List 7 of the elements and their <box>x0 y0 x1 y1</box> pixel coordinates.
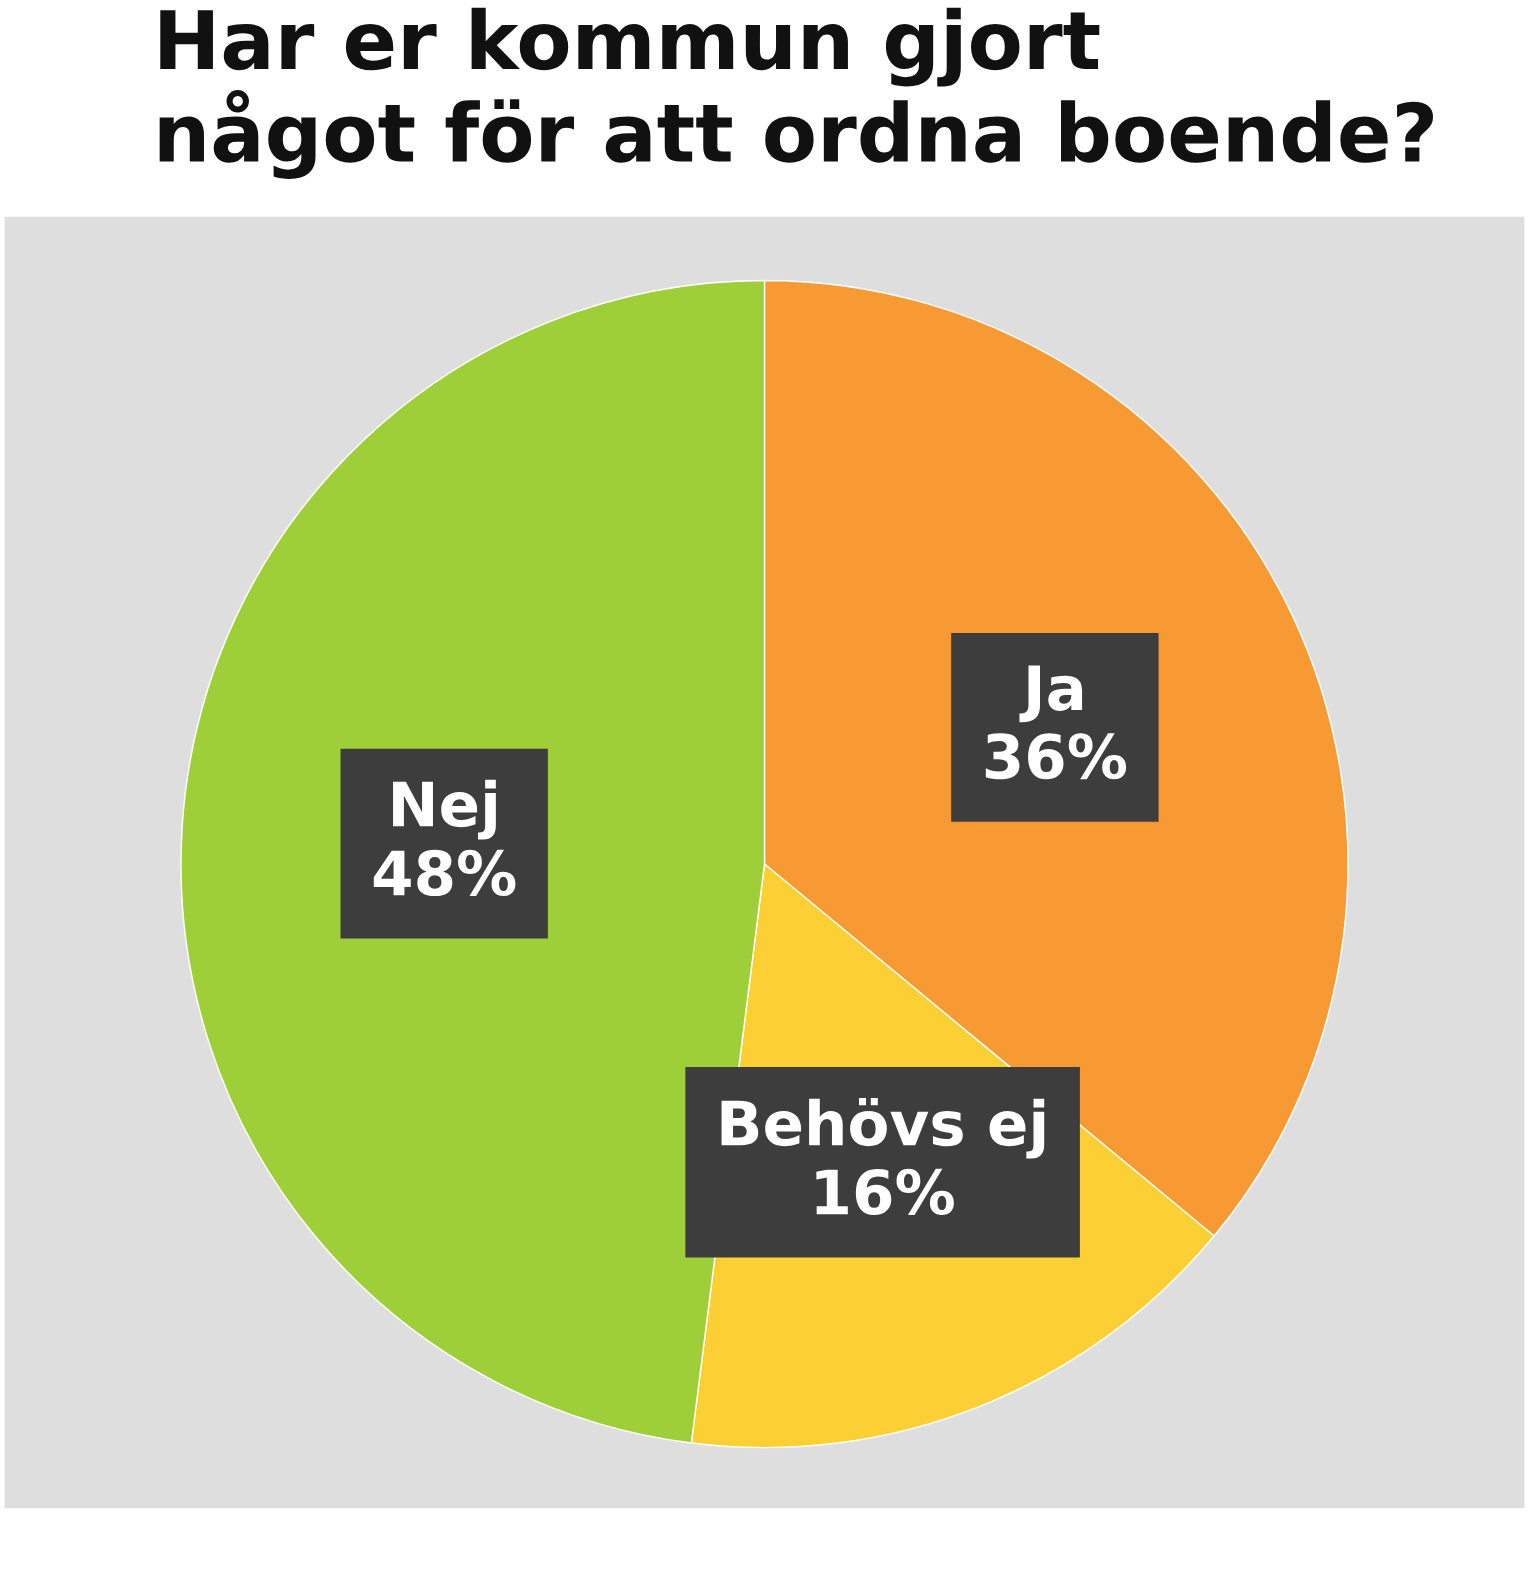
chart-title: Har er kommun gjort något för att ordna boende? <box>159 7 1434 179</box>
slice-label: Ja <box>1019 665 1083 723</box>
slice-label: Behövs ej <box>721 1097 1045 1159</box>
data-label: 36% <box>985 733 1127 780</box>
slice-label: Nej <box>393 779 496 840</box>
data-label: 48% <box>373 849 516 897</box>
data-label: 16% <box>816 1168 954 1216</box>
